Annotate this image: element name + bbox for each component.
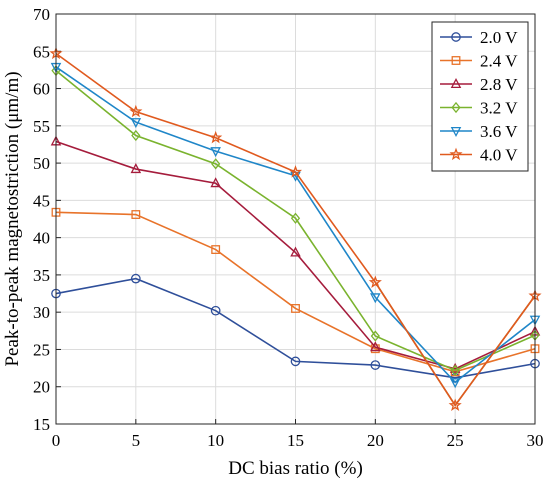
y-tick-label: 65 <box>33 42 50 61</box>
series-4_0V <box>49 46 542 411</box>
y-tick-label: 20 <box>33 378 50 397</box>
legend-item: 2.0 V <box>440 28 518 47</box>
series-line <box>55 52 536 407</box>
x-tick-label: 25 <box>447 431 464 450</box>
legend-label: 3.6 V <box>480 122 518 141</box>
legend-item: 3.6 V <box>440 122 518 141</box>
data-point <box>209 130 223 144</box>
legend-label: 2.4 V <box>480 52 518 71</box>
series-line <box>55 277 536 379</box>
data-point <box>131 129 141 142</box>
legend-label: 3.2 V <box>480 99 518 118</box>
legend-item: 2.8 V <box>440 75 518 94</box>
x-tick-label: 10 <box>207 431 224 450</box>
data-point <box>211 245 221 254</box>
data-point <box>290 212 301 224</box>
legend-marker <box>450 77 462 89</box>
series-line <box>55 140 536 370</box>
data-point <box>368 275 382 288</box>
y-tick-label: 70 <box>33 5 50 24</box>
data-series <box>49 46 542 411</box>
series-line <box>55 66 536 384</box>
legend-item: 2.4 V <box>440 52 518 71</box>
data-point <box>290 246 301 257</box>
x-tick-label: 0 <box>52 431 61 450</box>
data-point <box>370 330 380 342</box>
y-tick-label: 25 <box>33 340 50 359</box>
data-point <box>449 378 461 389</box>
y-axis-ticks: 15 20 25 30 35 40 45 50 55 60 65 70 <box>33 5 61 434</box>
legend-marker <box>451 101 461 114</box>
legend-marker <box>449 147 463 161</box>
data-point <box>448 398 462 411</box>
y-tick-label: 50 <box>33 154 50 173</box>
data-point <box>130 163 142 174</box>
x-axis-label: DC bias ratio (%) <box>228 458 363 479</box>
y-tick-label: 15 <box>33 415 50 434</box>
data-point <box>130 273 141 284</box>
y-tick-label: 45 <box>33 191 50 210</box>
y-tick-label: 35 <box>33 266 50 285</box>
data-point <box>130 118 142 129</box>
legend-label: 2.8 V <box>480 75 518 94</box>
data-point <box>129 104 143 118</box>
data-point <box>210 147 221 158</box>
data-point <box>370 293 381 304</box>
legend: 2.0 V 2.4 V 2.8 V 3.2 V 3.6 V 4.0 V <box>431 21 529 172</box>
x-tick-label: 15 <box>287 431 304 450</box>
data-point <box>210 177 221 188</box>
x-tick-label: 30 <box>527 431 544 450</box>
legend-item: 3.2 V <box>440 99 518 118</box>
data-point <box>131 210 141 219</box>
data-point <box>450 364 460 376</box>
data-point <box>288 165 303 178</box>
y-tick-label: 30 <box>33 303 50 322</box>
legend-marker <box>451 56 461 65</box>
x-tick-label: 5 <box>132 431 141 450</box>
y-axis-label: Peak-to-peak magnetostriction (μm/m) <box>2 71 23 366</box>
series-line <box>55 70 536 372</box>
y-tick-label: 40 <box>33 229 50 248</box>
series-3_6V <box>50 62 541 389</box>
legend-marker <box>451 32 461 42</box>
data-point <box>211 158 221 170</box>
legend-marker <box>450 126 462 138</box>
legend-label: 2.0 V <box>480 28 518 47</box>
y-tick-label: 55 <box>33 117 50 136</box>
x-tick-label: 20 <box>367 431 384 450</box>
legend-box <box>431 21 529 172</box>
data-point <box>291 304 300 313</box>
data-point <box>370 360 381 370</box>
data-point <box>370 341 381 352</box>
x-axis-ticks: 0 5 10 15 20 25 30 <box>52 419 544 450</box>
y-tick-label: 60 <box>33 80 50 99</box>
data-point <box>290 356 301 367</box>
legend-label: 4.0 V <box>480 146 518 165</box>
legend-item: 4.0 V <box>440 146 518 165</box>
data-point <box>210 305 221 316</box>
plot-frame <box>55 13 536 425</box>
